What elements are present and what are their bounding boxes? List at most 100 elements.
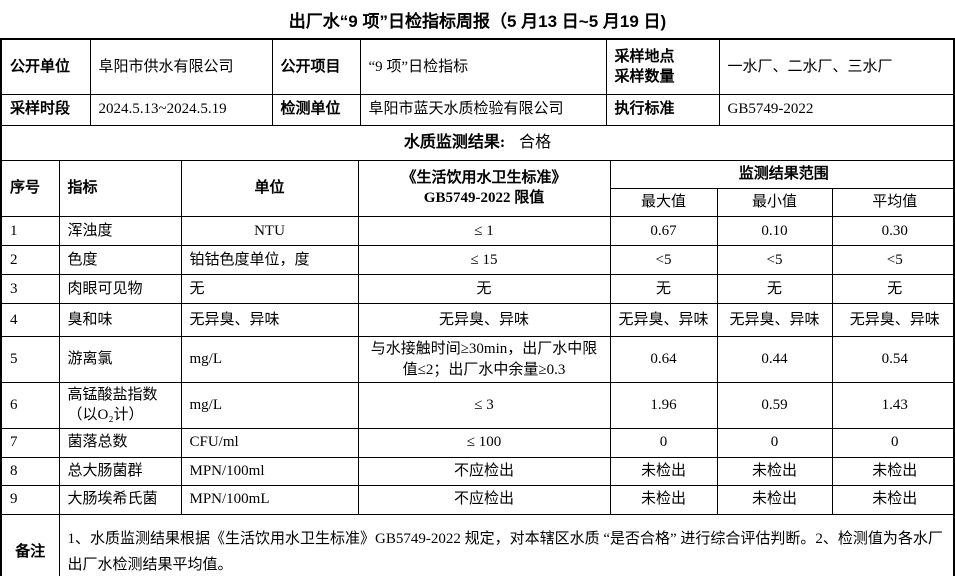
cell-unit: mg/L xyxy=(180,382,359,429)
col-header-no: 序号 xyxy=(2,160,60,217)
cell-min: 无 xyxy=(716,274,833,304)
cell-min: 0.10 xyxy=(716,216,833,246)
cell-limit: 不应检出 xyxy=(357,456,611,486)
cell-max: 无异臭、异味 xyxy=(609,303,718,337)
info-label-testing-unit: 检测单位 xyxy=(271,93,361,126)
cell-max: 无 xyxy=(609,274,718,304)
cell-min: 0.44 xyxy=(716,336,833,383)
cell-min: 未检出 xyxy=(716,456,833,486)
status-table: 水质监测结果: 合格 xyxy=(2,125,953,161)
cell-unit: NTU xyxy=(180,216,359,246)
cell-min: 无异臭、异味 xyxy=(716,303,833,337)
info-label-public-unit: 公开单位 xyxy=(2,40,91,95)
table-row: 8 总大肠菌群 MPN/100ml 不应检出 未检出 未检出 未检出 xyxy=(2,456,955,486)
cell-min: 0 xyxy=(716,427,833,458)
remark-table: 备注 1、水质监测结果根据《生活饮用水卫生标准》GB5749-2022 规定，对… xyxy=(2,514,955,576)
cell-unit: CFU/ml xyxy=(180,427,359,458)
table-row: 2 色度 铂钴色度单位，度 ≤ 15 <5 <5 <5 xyxy=(2,245,955,275)
info-value-public-project: “9 项”日检指标 xyxy=(359,40,607,95)
cell-no: 2 xyxy=(2,245,60,275)
cell-limit: 与水接触时间≥30min，出厂水中限值≤2；出厂水中余量≥0.3 xyxy=(357,336,611,383)
cell-unit: 铂钴色度单位，度 xyxy=(180,245,359,275)
info-value-public-unit: 阜阳市供水有限公司 xyxy=(89,40,273,95)
cell-no: 5 xyxy=(2,336,60,383)
cell-indicator: 色度 xyxy=(58,245,182,275)
cell-avg: 未检出 xyxy=(831,456,955,486)
info-label-sampling-site-count: 采样地点 采样数量 xyxy=(605,40,720,95)
col-header-limit: 《生活饮用水卫生标准》 GB5749-2022 限值 xyxy=(357,160,611,217)
table-row: 9 大肠埃希氏菌 MPN/100mL 不应检出 未检出 未检出 未检出 xyxy=(2,484,955,515)
cell-min: <5 xyxy=(716,245,833,275)
cell-no: 3 xyxy=(2,274,60,304)
col-header-avg: 平均值 xyxy=(831,188,955,217)
cell-limit: 无 xyxy=(357,274,611,304)
cell-max: 未检出 xyxy=(609,484,718,515)
cell-avg: 无异臭、异味 xyxy=(831,303,955,337)
info-label-sampling-period: 采样时段 xyxy=(2,93,91,126)
status-label: 水质监测结果: xyxy=(403,133,506,151)
cell-avg: <5 xyxy=(831,245,955,275)
indicators-table: 序号 指标 单位 《生活饮用水卫生标准》 GB5749-2022 限值 监测结果… xyxy=(2,160,955,515)
cell-avg: 0 xyxy=(831,427,955,458)
cell-no: 6 xyxy=(2,382,60,429)
cell-max: <5 xyxy=(609,245,718,275)
cell-unit: 无异臭、异味 xyxy=(180,303,359,337)
cell-avg: 0.30 xyxy=(831,216,955,246)
cell-unit: MPN/100ml xyxy=(180,456,359,486)
info-row-2: 采样时段 2024.5.13~2024.5.19 检测单位 阜阳市蓝天水质检验有… xyxy=(2,93,955,126)
cell-no: 4 xyxy=(2,303,60,337)
cell-unit: MPN/100mL xyxy=(180,484,359,515)
cell-no: 1 xyxy=(2,216,60,246)
cell-no: 8 xyxy=(2,456,60,486)
col-header-min: 最小值 xyxy=(716,188,833,217)
info-value-sampling-period: 2024.5.13~2024.5.19 xyxy=(89,93,273,126)
cell-limit: ≤ 1 xyxy=(357,216,611,246)
cell-indicator: 臭和味 xyxy=(58,303,182,337)
table-row: 7 菌落总数 CFU/ml ≤ 100 0 0 0 xyxy=(2,427,955,458)
cell-max: 0.67 xyxy=(609,216,718,246)
table-row: 1 浑浊度 NTU ≤ 1 0.67 0.10 0.30 xyxy=(2,216,955,246)
cell-indicator: 总大肠菌群 xyxy=(58,456,182,486)
col-header-indicator: 指标 xyxy=(58,160,182,217)
cell-indicator: 浑浊度 xyxy=(58,216,182,246)
status-row: 水质监测结果: 合格 xyxy=(2,125,953,161)
cell-limit: ≤ 15 xyxy=(357,245,611,275)
info-table: 公开单位 阜阳市供水有限公司 公开项目 “9 项”日检指标 采样地点 采样数量 … xyxy=(2,40,955,126)
report-sheet: 公开单位 阜阳市供水有限公司 公开项目 “9 项”日检指标 采样地点 采样数量 … xyxy=(0,38,955,576)
col-header-unit: 单位 xyxy=(180,160,359,217)
info-row-1: 公开单位 阜阳市供水有限公司 公开项目 “9 项”日检指标 采样地点 采样数量 … xyxy=(2,40,955,95)
cell-avg: 未检出 xyxy=(831,484,955,515)
cell-avg: 0.54 xyxy=(831,336,955,383)
cell-no: 9 xyxy=(2,484,60,515)
page-title: 出厂水“9 项”日检指标周报（5 月13 日~5 月19 日) xyxy=(288,11,667,31)
cell-indicator: 大肠埃希氏菌 xyxy=(58,484,182,515)
info-value-sampling-site-count: 一水厂、二水厂、三水厂 xyxy=(718,40,955,95)
cell-max: 1.96 xyxy=(609,382,718,429)
cell-min: 未检出 xyxy=(716,484,833,515)
cell-unit: mg/L xyxy=(180,336,359,383)
info-value-testing-unit: 阜阳市蓝天水质检验有限公司 xyxy=(359,93,607,126)
header-row-1: 序号 指标 单位 《生活饮用水卫生标准》 GB5749-2022 限值 监测结果… xyxy=(2,160,955,217)
cell-max: 0 xyxy=(609,427,718,458)
header-row-2: 最大值 最小值 平均值 xyxy=(2,188,955,217)
cell-limit: 不应检出 xyxy=(357,484,611,515)
cell-avg: 无 xyxy=(831,274,955,304)
cell-min: 0.59 xyxy=(716,382,833,429)
cell-limit: ≤ 3 xyxy=(357,382,611,429)
cell-indicator: 菌落总数 xyxy=(58,427,182,458)
remark-text: 1、水质监测结果根据《生活饮用水卫生标准》GB5749-2022 规定，对本辖区… xyxy=(58,514,955,576)
cell-max: 0.64 xyxy=(609,336,718,383)
table-row: 4 臭和味 无异臭、异味 无异臭、异味 无异臭、异味 无异臭、异味 无异臭、异味 xyxy=(2,303,955,337)
table-row: 5 游离氯 mg/L 与水接触时间≥30min，出厂水中限值≤2；出厂水中余量≥… xyxy=(2,336,955,383)
status-value: 合格 xyxy=(519,133,552,151)
status-cell: 水质监测结果: 合格 xyxy=(2,125,953,161)
cell-avg: 1.43 xyxy=(831,382,955,429)
col-header-max: 最大值 xyxy=(610,188,718,217)
info-label-public-project: 公开项目 xyxy=(271,40,361,95)
table-row: 6 高锰酸盐指数（以O₂计） mg/L ≤ 3 1.96 0.59 1.43 xyxy=(2,382,955,429)
remark-row: 备注 1、水质监测结果根据《生活饮用水卫生标准》GB5749-2022 规定，对… xyxy=(2,514,955,576)
cell-indicator: 肉眼可见物 xyxy=(58,274,182,304)
cell-max: 未检出 xyxy=(609,456,718,486)
cell-limit: 无异臭、异味 xyxy=(357,303,611,337)
